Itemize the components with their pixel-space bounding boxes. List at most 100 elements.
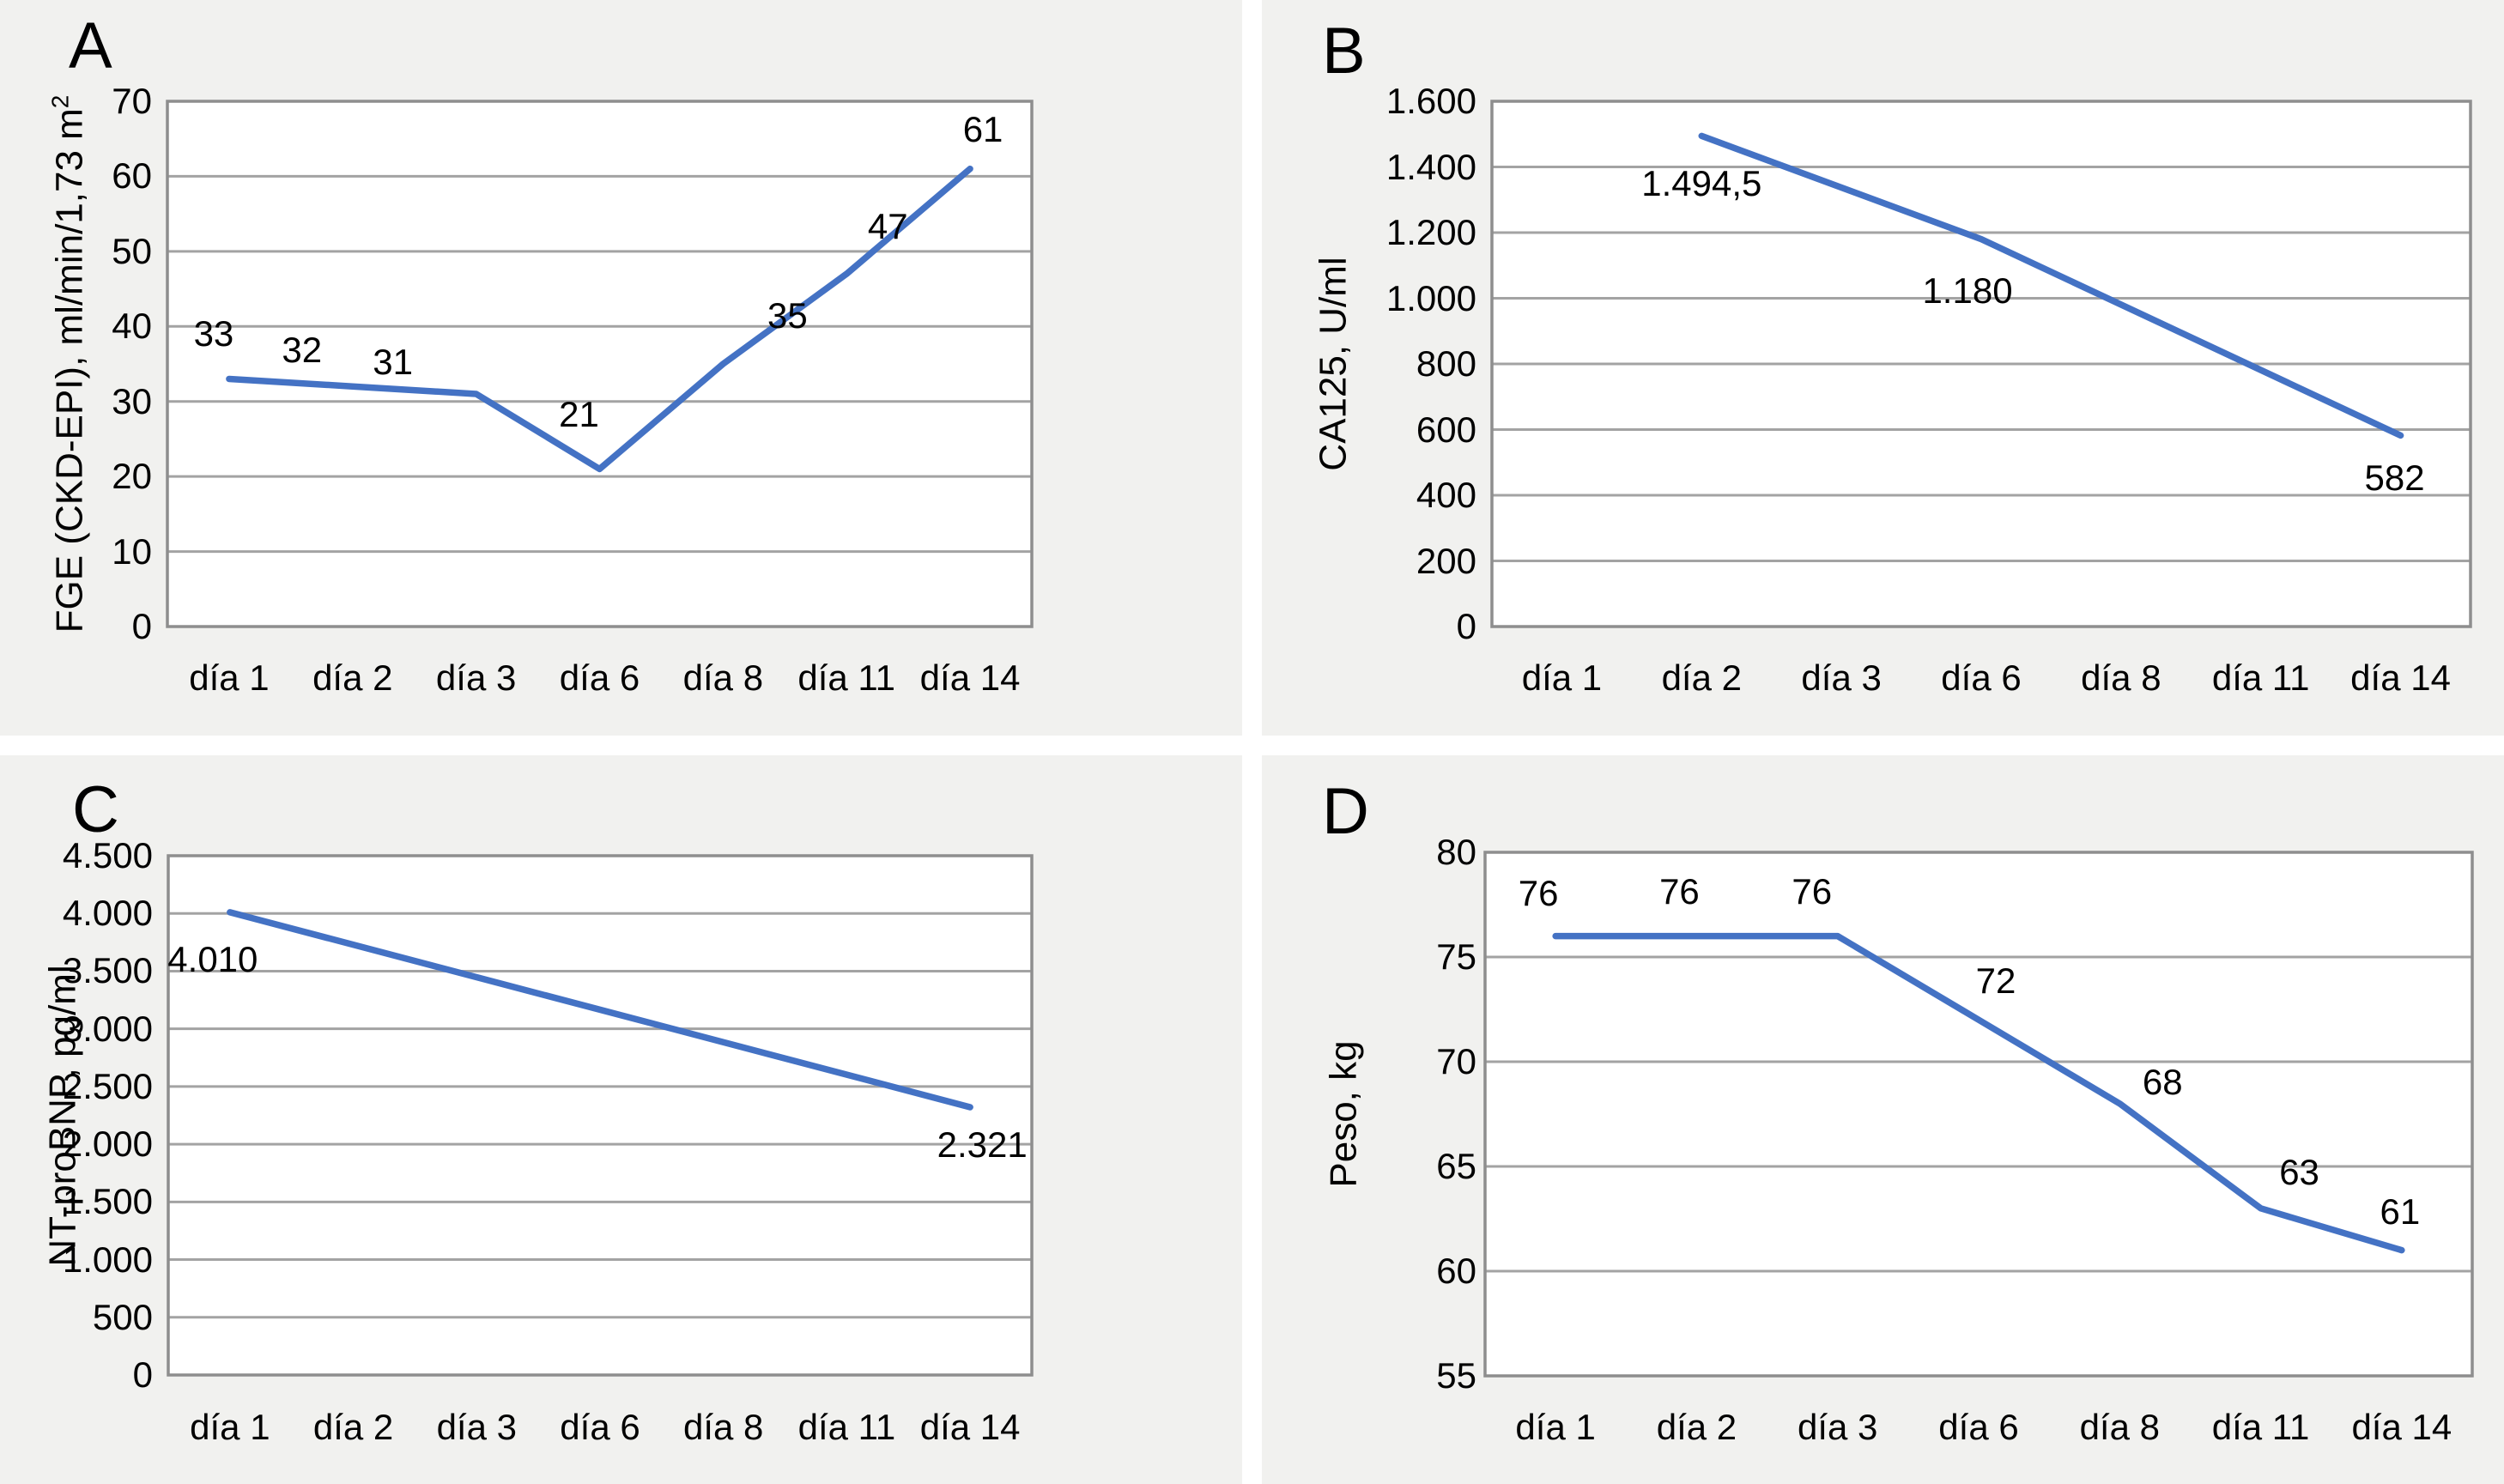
plot-area-c xyxy=(167,854,1034,1377)
plot-area-d xyxy=(1483,851,2474,1378)
y-tick-label: 70 xyxy=(112,81,152,121)
y-tick-label: 500 xyxy=(92,1296,153,1337)
y-tick-label: 3.500 xyxy=(62,950,153,991)
panel-letter-d: D xyxy=(1322,775,1370,848)
x-axis-label: día 14 xyxy=(2351,1407,2452,1447)
data-line-d xyxy=(1552,932,2405,1254)
y-tick-label: 60 xyxy=(112,155,152,197)
x-axis-label: día 1 xyxy=(190,1407,270,1447)
data-point-label: 32 xyxy=(282,330,323,371)
data-point-label: 33 xyxy=(193,313,234,354)
y-tick-label: 10 xyxy=(112,530,152,572)
data-point-label: 1.494,5 xyxy=(1641,163,1762,204)
x-axis-label: día 6 xyxy=(1938,1407,2019,1447)
x-axis-label: día 14 xyxy=(2350,657,2451,698)
data-point-label: 76 xyxy=(1659,870,1700,912)
x-axis-label: día 11 xyxy=(797,657,896,698)
plot-background xyxy=(1485,852,2472,1376)
x-axis-label: día 6 xyxy=(1941,657,2022,698)
data-point-label: 63 xyxy=(2279,1151,2319,1192)
y-tick-label: 2.500 xyxy=(62,1065,153,1106)
data-point-label: 61 xyxy=(962,108,1003,149)
data-point-label: 47 xyxy=(867,206,908,247)
x-axis-label: día 11 xyxy=(2211,1407,2310,1447)
y-tick-label: 60 xyxy=(1436,1251,1476,1291)
plot-area-a xyxy=(166,100,1034,628)
y-tick-label: 4.000 xyxy=(62,893,153,934)
data-line-c xyxy=(227,909,973,1111)
x-axis-label: día 8 xyxy=(682,1407,764,1447)
data-point-label: 68 xyxy=(2142,1061,2183,1102)
y-tick-label: 0 xyxy=(1456,606,1476,646)
x-axis-label: día 1 xyxy=(1521,657,1603,698)
x-axis-label: día 3 xyxy=(1797,1407,1878,1447)
data-point-label: 1.180 xyxy=(1922,270,2013,311)
y-tick-label: 65 xyxy=(1436,1146,1476,1186)
y-tick-label: 1.000 xyxy=(1385,277,1476,318)
data-point-label: 4.010 xyxy=(167,938,258,979)
x-axis-label: día 2 xyxy=(1661,657,1742,698)
y-tick-label: 80 xyxy=(1436,832,1476,872)
data-point-label: 21 xyxy=(559,394,599,435)
x-axis-label: día 1 xyxy=(1515,1407,1596,1447)
x-axis-label: día 11 xyxy=(2211,657,2310,698)
y-tick-label: 70 xyxy=(1436,1041,1476,1081)
y-tick-label: 3.000 xyxy=(62,1008,153,1049)
y-tick-label: 800 xyxy=(1416,343,1476,384)
x-axis-label: día 8 xyxy=(2081,657,2161,698)
plot-border xyxy=(1490,100,2472,628)
y-tick-label: 600 xyxy=(1416,409,1476,450)
x-axis-label: día 2 xyxy=(312,657,393,698)
x-axis-label: día 2 xyxy=(1656,1407,1737,1447)
data-point-label: 76 xyxy=(1792,870,1833,912)
data-point-label: 31 xyxy=(373,341,413,382)
panel-letter-b: B xyxy=(1322,15,1367,88)
y-tick-label: 0 xyxy=(131,606,152,646)
x-axis-label: día 8 xyxy=(682,657,764,698)
x-axis-label: día 6 xyxy=(560,1407,640,1447)
x-axis-label: día 14 xyxy=(919,1407,1021,1447)
panel-letter-a: A xyxy=(69,9,113,82)
x-axis-label: día 8 xyxy=(2079,1407,2160,1447)
data-line-a xyxy=(226,165,973,473)
y-tick-label: 400 xyxy=(1416,475,1476,515)
plot-area-b xyxy=(1490,100,2472,628)
x-axis-label: día 11 xyxy=(797,1407,896,1447)
x-axis-label: día 2 xyxy=(312,1407,394,1447)
y-tick-label: 30 xyxy=(112,380,152,421)
y-tick-label: 0 xyxy=(132,1354,153,1395)
data-line-b xyxy=(1698,132,2404,439)
data-point-label: 76 xyxy=(1518,872,1559,913)
y-tick-label: 1.000 xyxy=(62,1239,153,1280)
y-tick-label: 1.600 xyxy=(1385,81,1476,121)
panel-c: C NT-proBNP, pg/ml 4.500 4.000 3.500 3.000 2… xyxy=(0,755,1242,1484)
data-point-label: 61 xyxy=(2380,1190,2421,1232)
panel-a: A FGE (CKD-EPI), ml/min/1,73 m2 70 60 50 40… xyxy=(0,0,1242,736)
y-tick-label: 40 xyxy=(112,306,152,347)
x-axis-label: día 3 xyxy=(435,657,517,698)
y-tick-label: 200 xyxy=(1416,540,1476,581)
y-tick-label: 4.500 xyxy=(62,835,153,875)
x-axis-label: día 3 xyxy=(1801,657,1882,698)
y-tick-label: 1.200 xyxy=(1385,212,1476,252)
plot-border xyxy=(1483,851,2474,1378)
y-tick-label: 75 xyxy=(1436,936,1476,977)
x-axis-label: día 1 xyxy=(189,657,270,698)
data-point-label: 35 xyxy=(767,295,808,336)
panel-d: D Peso, kg 80 75 70 65 60 55 día 1 día 2 día 3 dí… xyxy=(1262,755,2504,1484)
plot-background xyxy=(168,856,1032,1375)
x-axis-label: día 3 xyxy=(436,1407,517,1447)
y-tick-label: 55 xyxy=(1436,1355,1476,1396)
y-tick-label: 50 xyxy=(112,230,152,271)
panel-b: B CA125, U/ml 1.600 1.400 1.200 1.000 800 600… xyxy=(1262,0,2504,736)
x-axis-label: día 14 xyxy=(919,657,1021,698)
plot-border xyxy=(166,100,1034,628)
plot-border xyxy=(167,854,1034,1377)
y-tick-label: 20 xyxy=(112,456,152,497)
data-point-label: 72 xyxy=(1975,960,2016,1002)
x-axis-label: día 6 xyxy=(559,657,640,698)
data-point-label: 2.321 xyxy=(937,1124,1028,1165)
data-point-label: 582 xyxy=(2364,457,2425,499)
panel-letter-c: C xyxy=(72,773,120,846)
